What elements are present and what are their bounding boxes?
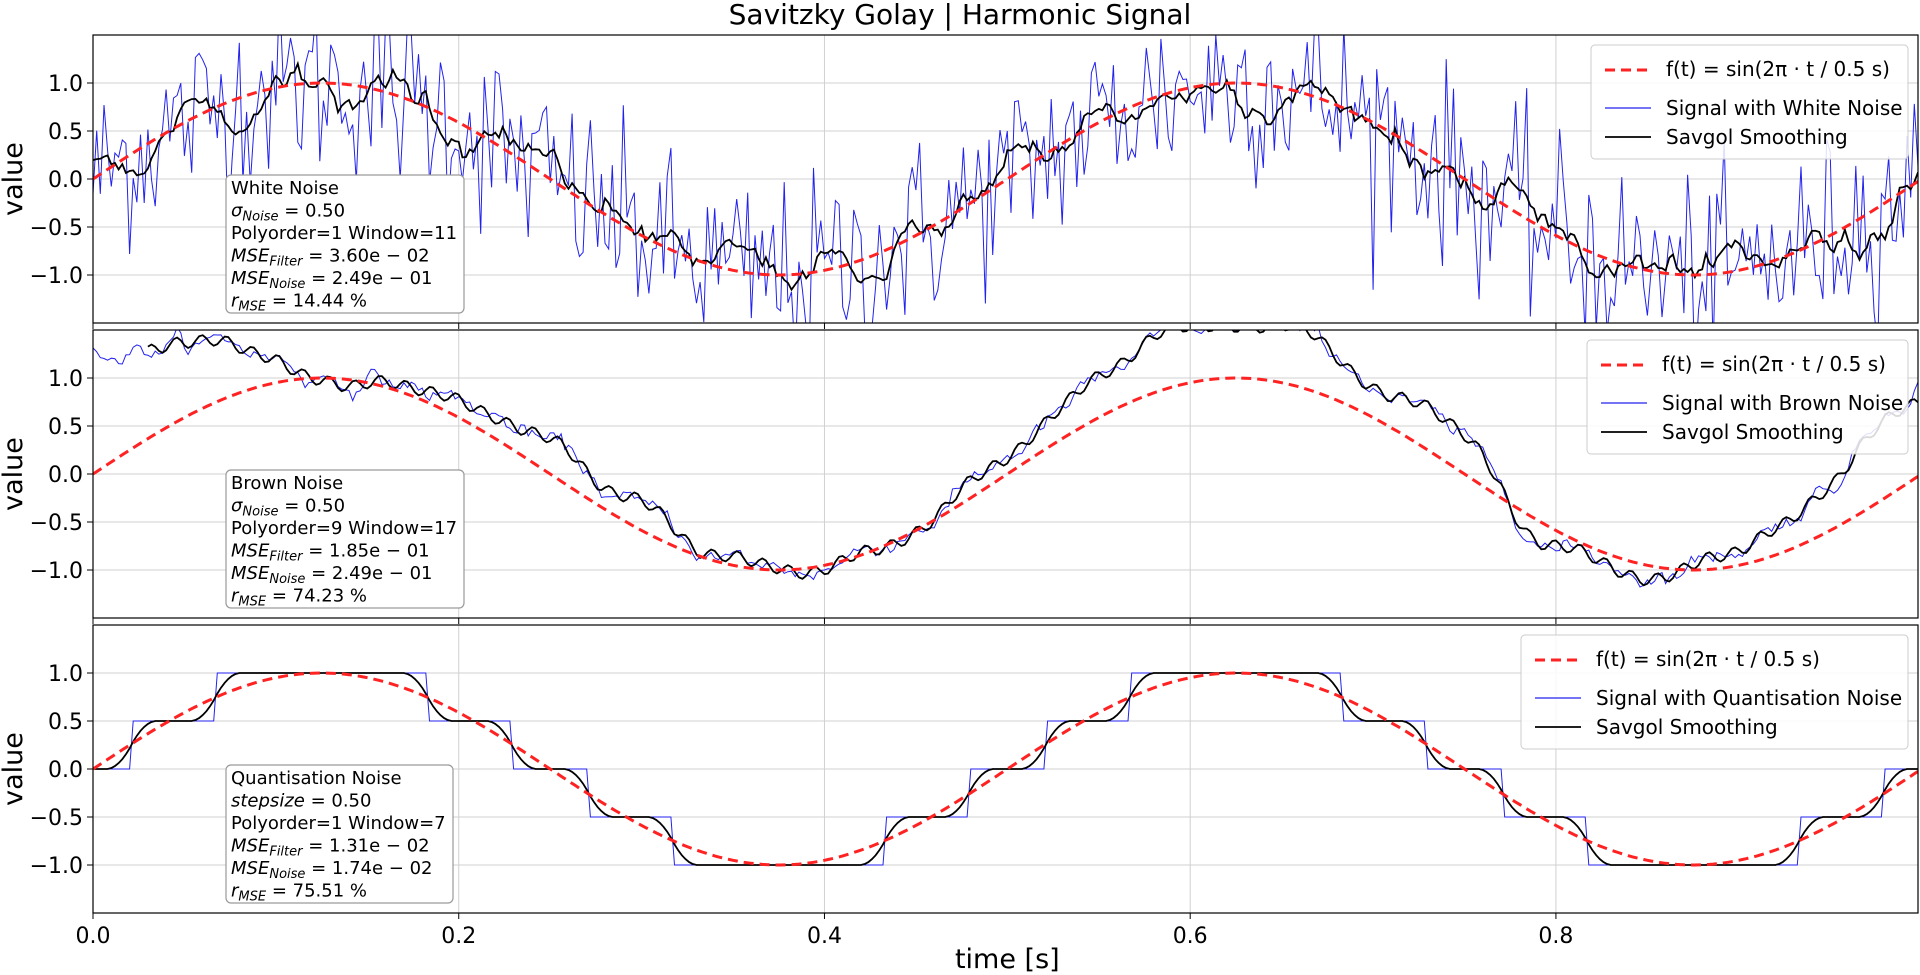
y-tick-label: 1.0 bbox=[48, 662, 83, 687]
axes-frame bbox=[92, 34, 1919, 324]
y-axis-label: value bbox=[0, 732, 29, 806]
legend-smoothing-label: Savgol Smoothing bbox=[1666, 125, 1848, 149]
x-axis-label: time [s] bbox=[955, 944, 1060, 975]
y-tick-label: −1.0 bbox=[30, 559, 83, 584]
legend-frame bbox=[1590, 44, 1909, 160]
y-tick-label: 0.5 bbox=[48, 710, 83, 735]
x-tick-label: 0.8 bbox=[1538, 924, 1573, 949]
y-tick-label: 0.5 bbox=[48, 120, 83, 145]
info-noise-name: Quantisation Noise bbox=[231, 768, 402, 789]
legend-reference-label: f(t) = sin(2π · t / 0.5 s) bbox=[1666, 57, 1890, 81]
legend-frame bbox=[1586, 339, 1909, 455]
legend-smoothing-label: Savgol Smoothing bbox=[1662, 420, 1844, 444]
info-noise-name: Brown Noise bbox=[231, 473, 343, 494]
axes-frame bbox=[92, 329, 1919, 619]
panel-1: 1.0 0.5 0.0 −0.5 −1.0 value f(t) = sin(2π · t … bbox=[0, 34, 1919, 329]
info-r-mse: rMSE = 74.23 % bbox=[231, 586, 367, 610]
legend-noise-label: Signal with Brown Noise bbox=[1662, 391, 1903, 415]
y-axis-label: value bbox=[0, 142, 29, 216]
axes-frame bbox=[92, 624, 1919, 914]
savgol-smoothing-line bbox=[147, 330, 1918, 587]
info-box-frame bbox=[225, 174, 465, 314]
info-r-mse: rMSE = 75.51 % bbox=[231, 881, 367, 905]
y-tick-label: −1.0 bbox=[30, 854, 83, 879]
info-mse-noise: MSENoise = 1.74e − 02 bbox=[231, 858, 433, 882]
info-noise-param: σNoise = 0.50 bbox=[231, 496, 345, 520]
info-settings: Polyorder=1 Window=7 bbox=[231, 813, 446, 834]
legend-reference-label: f(t) = sin(2π · t / 0.5 s) bbox=[1662, 352, 1886, 376]
y-axis-label: value bbox=[0, 437, 29, 511]
legend-noise-label: Signal with Quantisation Noise bbox=[1596, 686, 1902, 710]
x-tick-label: 0.2 bbox=[441, 924, 476, 949]
info-mse-filter: MSEFilter = 1.85e − 01 bbox=[231, 541, 430, 565]
legend-frame bbox=[1520, 634, 1909, 750]
y-tick-label: 0.5 bbox=[48, 415, 83, 440]
panel-3: 1.0 0.5 0.0 −0.5 −1.0 value f(t) = sin(2π · t … bbox=[0, 624, 1919, 919]
info-mse-filter: MSEFilter = 1.31e − 02 bbox=[231, 836, 430, 860]
y-tick-label: 0.0 bbox=[48, 758, 83, 783]
reference-sine-line bbox=[93, 671, 1918, 867]
series-group bbox=[93, 35, 1918, 323]
y-tick-label: 0.0 bbox=[48, 463, 83, 488]
y-tick-label: −0.5 bbox=[30, 511, 83, 536]
info-settings: Polyorder=9 Window=17 bbox=[231, 518, 457, 539]
info-mse-noise: MSENoise = 2.49e − 01 bbox=[231, 563, 433, 587]
info-noise-param: stepsize = 0.50 bbox=[231, 791, 371, 812]
savgol-smoothing-line bbox=[93, 60, 1918, 292]
y-tick-label: −0.5 bbox=[30, 806, 83, 831]
info-noise-name: White Noise bbox=[231, 178, 339, 199]
info-noise-param: σNoise = 0.50 bbox=[231, 201, 345, 225]
info-box-frame bbox=[225, 764, 454, 904]
chart-title: Savitzky Golay | Harmonic Signal bbox=[729, 0, 1192, 31]
x-tick-label: 0.4 bbox=[807, 924, 842, 949]
savgol-smoothing-line bbox=[93, 672, 1918, 866]
x-tick-label: 0.6 bbox=[1173, 924, 1208, 949]
info-box-frame bbox=[225, 469, 465, 609]
y-tick-label: 0.0 bbox=[48, 168, 83, 193]
legend-noise-label: Signal with White Noise bbox=[1666, 96, 1903, 120]
noisy-signal-line bbox=[93, 35, 1918, 323]
series-group bbox=[93, 330, 1918, 588]
legend: f(t) = sin(2π · t / 0.5 s) Signal with Wh… bbox=[1590, 44, 1909, 160]
legend-smoothing-label: Savgol Smoothing bbox=[1596, 715, 1778, 739]
info-mse-noise: MSENoise = 2.49e − 01 bbox=[231, 268, 433, 292]
panel-2: 1.0 0.5 0.0 −0.5 −1.0 value f(t) = sin(2π · t … bbox=[0, 329, 1919, 624]
legend: f(t) = sin(2π · t / 0.5 s) Signal with Br… bbox=[1586, 339, 1909, 455]
reference-sine-line bbox=[93, 376, 1918, 572]
reference-sine-line bbox=[93, 81, 1918, 277]
y-tick-label: 1.0 bbox=[48, 72, 83, 97]
info-mse-filter: MSEFilter = 3.60e − 02 bbox=[231, 246, 430, 270]
legend: f(t) = sin(2π · t / 0.5 s) Signal with Qu… bbox=[1520, 634, 1909, 750]
y-tick-label: −1.0 bbox=[30, 264, 83, 289]
x-tick-label: 0.0 bbox=[76, 924, 111, 949]
y-tick-label: 1.0 bbox=[48, 367, 83, 392]
series-group bbox=[93, 671, 1918, 867]
y-tick-label: −0.5 bbox=[30, 216, 83, 241]
legend-reference-label: f(t) = sin(2π · t / 0.5 s) bbox=[1596, 647, 1820, 671]
info-settings: Polyorder=1 Window=11 bbox=[231, 223, 457, 244]
info-r-mse: rMSE = 14.44 % bbox=[231, 291, 367, 315]
